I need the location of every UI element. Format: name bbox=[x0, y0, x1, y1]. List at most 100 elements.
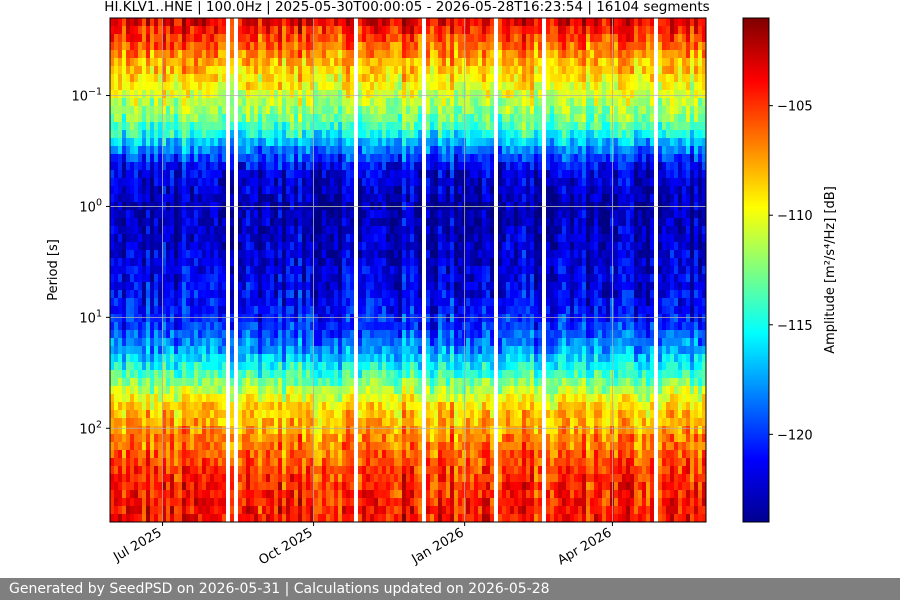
heatmap-cell bbox=[382, 418, 387, 427]
heatmap-cell bbox=[110, 58, 115, 67]
heatmap-cell bbox=[190, 282, 195, 291]
heatmap-cell bbox=[166, 474, 171, 483]
heatmap-cell bbox=[378, 498, 383, 507]
heatmap-cell bbox=[330, 386, 335, 395]
heatmap-cell bbox=[210, 418, 215, 427]
heatmap-cell bbox=[358, 82, 363, 91]
heatmap-cell bbox=[366, 514, 371, 523]
heatmap-cell bbox=[342, 266, 347, 275]
heatmap-cell bbox=[346, 410, 351, 419]
heatmap-cell bbox=[402, 346, 407, 355]
heatmap-cell bbox=[118, 482, 123, 491]
heatmap-cell bbox=[166, 410, 171, 419]
heatmap-cell bbox=[322, 146, 327, 155]
heatmap-cell bbox=[270, 114, 275, 123]
heatmap-cell bbox=[378, 346, 383, 355]
heatmap-cell bbox=[138, 18, 143, 27]
heatmap-cell bbox=[382, 282, 387, 291]
heatmap-cell bbox=[438, 18, 443, 27]
heatmap-cell bbox=[434, 74, 439, 83]
heatmap-cell bbox=[110, 178, 115, 187]
heatmap-cell bbox=[182, 18, 187, 27]
heatmap-cell bbox=[206, 74, 211, 83]
heatmap-cell bbox=[386, 186, 391, 195]
heatmap-cell bbox=[122, 146, 127, 155]
heatmap-cell bbox=[370, 170, 375, 179]
heatmap-cell bbox=[270, 186, 275, 195]
heatmap-cell bbox=[198, 154, 203, 163]
heatmap-cell bbox=[214, 122, 219, 131]
heatmap-cell bbox=[254, 442, 259, 451]
heatmap-cell bbox=[370, 178, 375, 187]
heatmap-cell bbox=[258, 394, 263, 403]
heatmap-cell bbox=[182, 498, 187, 507]
heatmap-cell bbox=[182, 234, 187, 243]
heatmap-cell bbox=[350, 466, 355, 475]
heatmap-cell bbox=[322, 434, 327, 443]
heatmap-cell bbox=[166, 418, 171, 427]
heatmap-cell bbox=[122, 82, 127, 91]
heatmap-cell bbox=[322, 242, 327, 251]
heatmap-cell bbox=[438, 234, 443, 243]
heatmap-cell bbox=[426, 378, 431, 387]
heatmap-cell bbox=[350, 458, 355, 467]
heatmap-cell bbox=[318, 34, 323, 43]
heatmap-cell bbox=[274, 450, 279, 459]
heatmap-cell bbox=[242, 378, 247, 387]
heatmap-cell bbox=[206, 282, 211, 291]
heatmap-cell bbox=[314, 210, 319, 219]
heatmap-cell bbox=[382, 314, 387, 323]
heatmap-cell bbox=[382, 154, 387, 163]
heatmap-cell bbox=[366, 42, 371, 51]
heatmap-cell bbox=[362, 442, 367, 451]
heatmap-cell bbox=[430, 218, 435, 227]
heatmap-cell bbox=[214, 258, 219, 267]
heatmap-cell bbox=[110, 218, 115, 227]
heatmap-cell bbox=[174, 266, 179, 275]
heatmap-cell bbox=[174, 370, 179, 379]
heatmap-cell bbox=[430, 274, 435, 283]
heatmap-cell bbox=[410, 426, 415, 435]
heatmap-cell bbox=[126, 42, 131, 51]
heatmap-cell bbox=[114, 106, 119, 115]
heatmap-cell bbox=[394, 34, 399, 43]
heatmap-cell bbox=[394, 186, 399, 195]
heatmap-cell bbox=[142, 186, 147, 195]
heatmap-cell bbox=[146, 242, 151, 251]
heatmap-cell bbox=[178, 490, 183, 499]
heatmap-cell bbox=[162, 130, 167, 139]
heatmap-cell bbox=[438, 170, 443, 179]
heatmap-cell bbox=[310, 122, 315, 131]
heatmap-cell bbox=[238, 194, 243, 203]
heatmap-cell bbox=[290, 74, 295, 83]
heatmap-cell bbox=[406, 474, 411, 483]
heatmap-cell bbox=[342, 346, 347, 355]
heatmap-cell bbox=[302, 178, 307, 187]
heatmap-cell bbox=[230, 42, 235, 51]
heatmap-cell bbox=[246, 490, 251, 499]
heatmap-cell bbox=[438, 338, 443, 347]
heatmap-cell bbox=[182, 42, 187, 51]
heatmap-cell bbox=[214, 426, 219, 435]
heatmap-cell bbox=[138, 138, 143, 147]
heatmap-cell bbox=[150, 362, 155, 371]
heatmap-cell bbox=[358, 146, 363, 155]
heatmap-cell bbox=[130, 58, 135, 67]
heatmap-cell bbox=[270, 106, 275, 115]
heatmap-cell bbox=[326, 162, 331, 171]
heatmap-cell bbox=[242, 266, 247, 275]
heatmap-cell bbox=[266, 122, 271, 131]
heatmap-cell bbox=[370, 506, 375, 515]
heatmap-cell bbox=[310, 290, 315, 299]
heatmap-cell bbox=[294, 74, 299, 83]
heatmap-cell bbox=[294, 322, 299, 331]
heatmap-cell bbox=[370, 386, 375, 395]
heatmap-cell bbox=[434, 242, 439, 251]
heatmap-cell bbox=[406, 154, 411, 163]
heatmap-cell bbox=[382, 162, 387, 171]
heatmap-cell bbox=[170, 386, 175, 395]
heatmap-cell bbox=[274, 514, 279, 523]
heatmap-cell bbox=[214, 90, 219, 99]
heatmap-cell bbox=[206, 290, 211, 299]
heatmap-cell bbox=[406, 210, 411, 219]
